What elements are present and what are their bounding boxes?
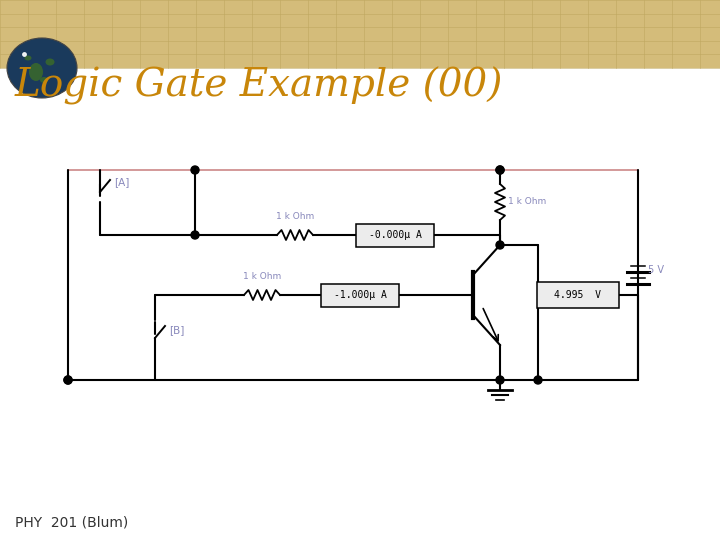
Text: PHY  201 (Blum): PHY 201 (Blum)	[15, 516, 128, 530]
FancyBboxPatch shape	[321, 284, 399, 307]
Text: -1.000μ A: -1.000μ A	[333, 290, 387, 300]
Text: Logic Gate Example (00): Logic Gate Example (00)	[15, 66, 503, 105]
Text: 1 k Ohm: 1 k Ohm	[508, 198, 546, 206]
Circle shape	[191, 166, 199, 174]
Circle shape	[534, 376, 542, 384]
FancyBboxPatch shape	[356, 224, 434, 246]
Text: [A]: [A]	[114, 177, 130, 187]
FancyBboxPatch shape	[0, 0, 720, 68]
Circle shape	[64, 376, 72, 384]
Text: 5 V: 5 V	[648, 265, 664, 275]
Ellipse shape	[40, 77, 48, 83]
Text: 1 k Ohm: 1 k Ohm	[243, 272, 281, 281]
Ellipse shape	[29, 63, 43, 81]
Text: 4.995  V: 4.995 V	[554, 290, 601, 300]
Text: -0.000μ A: -0.000μ A	[369, 230, 421, 240]
Text: [B]: [B]	[169, 325, 184, 335]
Circle shape	[496, 376, 504, 384]
FancyBboxPatch shape	[537, 282, 619, 308]
Circle shape	[496, 241, 504, 249]
Ellipse shape	[24, 56, 32, 60]
Text: 1 k Ohm: 1 k Ohm	[276, 212, 314, 221]
Circle shape	[191, 231, 199, 239]
Circle shape	[64, 376, 72, 384]
Ellipse shape	[7, 38, 77, 98]
Circle shape	[496, 166, 504, 174]
Circle shape	[496, 166, 504, 174]
Ellipse shape	[45, 58, 55, 65]
